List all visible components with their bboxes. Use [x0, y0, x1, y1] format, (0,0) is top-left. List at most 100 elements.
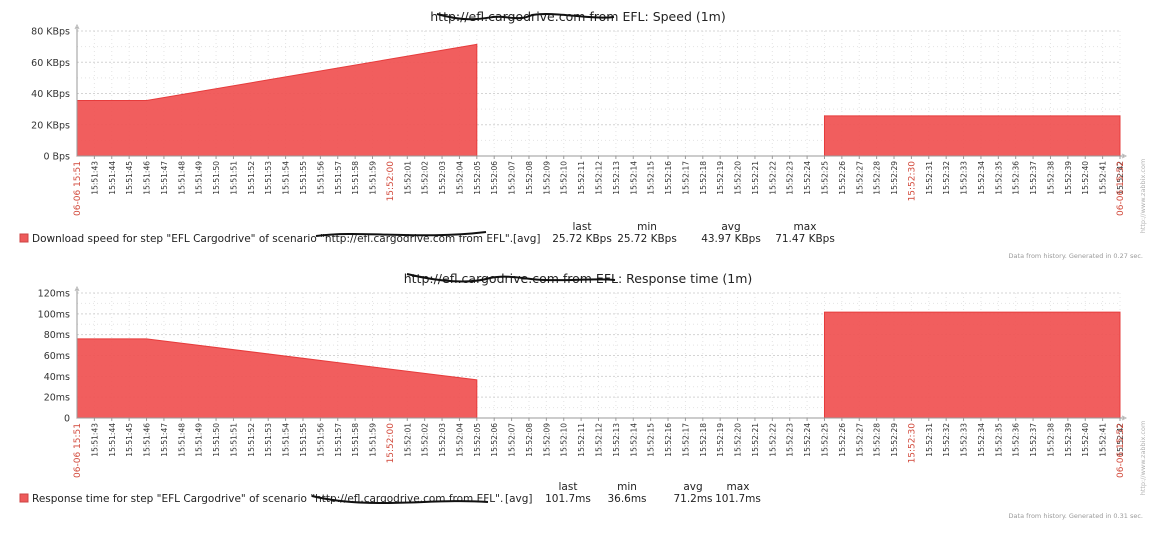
- response-chart-title: http://efl.cargodrive.com from EFL: Resp…: [404, 271, 753, 286]
- speed-footer-note: Data from history. Generated in 0.27 sec…: [1009, 252, 1143, 260]
- speed-x-tick-label: 15:52:04: [455, 161, 464, 195]
- response-x-tick-label: 15:51:56: [316, 423, 325, 457]
- speed-x-tick-label: 15:51:52: [247, 161, 256, 195]
- speed-x-tick-label: 15:52:16: [664, 161, 673, 195]
- response-x-tick-label: 15:52:06: [490, 423, 499, 457]
- speed-legend-value: 25.72 KBps: [552, 233, 612, 245]
- response-x-tick-label: 15:52:42: [1116, 423, 1125, 457]
- response-x-tick-label: 15:52:12: [595, 423, 604, 457]
- response-x-tick-label: 15:52:26: [838, 423, 847, 457]
- speed-x-tick-label: 15:51:59: [369, 161, 378, 195]
- response-x-tick-label: 15:52:08: [525, 423, 534, 457]
- speed-x-tick-label: 15:52:37: [1029, 161, 1038, 195]
- speed-x-tick-label: 15:52:07: [508, 161, 517, 195]
- speed-series-area: [823, 115, 1121, 157]
- response-x-tick-label: 15:52:02: [421, 423, 430, 457]
- speed-x-tick-label: 15:52:23: [786, 161, 795, 195]
- speed-x-tick-label: 15:51:44: [108, 161, 117, 195]
- speed-x-tick-label: 15:52:08: [525, 161, 534, 195]
- response-x-tick-label: 15:52:39: [1064, 423, 1073, 457]
- response-y-tick-label: 40ms: [44, 372, 70, 383]
- speed-legend-header: last: [573, 221, 592, 233]
- response-time-graph-svg: http://efl.cargodrive.com from EFL: Resp…: [19, 271, 1147, 520]
- response-x-tick-label: 15:52:31: [925, 423, 934, 457]
- speed-x-tick-label: 15:52:31: [925, 161, 934, 195]
- response-legend-header: min: [617, 481, 637, 493]
- response-time-graph: http://efl.cargodrive.com from EFL: Resp…: [0, 266, 1168, 536]
- speed-x-tick-label: 15:51:48: [177, 161, 186, 195]
- response-x-tick-label: 15:52:28: [873, 423, 882, 457]
- speed-x-tick-label: 15:52:01: [403, 161, 412, 195]
- speed-x-tick-label: 15:52:15: [647, 161, 656, 195]
- speed-x-tick-label: 15:51:55: [299, 161, 308, 195]
- response-x-tick-label: 15:51:53: [264, 423, 273, 457]
- speed-x-tick-label: 15:52:19: [716, 161, 725, 195]
- speed-x-tick-label: 15:52:21: [751, 161, 760, 195]
- speed-legend-swatch: [19, 233, 29, 243]
- response-legend-value: 101.7ms: [545, 493, 591, 505]
- response-x-tick-label: 15:52:10: [560, 423, 569, 457]
- speed-title-strike: [436, 12, 615, 21]
- speed-legend-header: avg: [721, 221, 740, 233]
- speed-x-tick-label: 15:51:58: [351, 161, 360, 195]
- speed-legend-series-name: Download speed for step "EFL Cargodrive"…: [32, 233, 513, 245]
- speed-legend-value: 43.97 KBps: [701, 233, 761, 245]
- response-legend-header: last: [559, 481, 578, 493]
- response-legend-header: max: [727, 481, 750, 493]
- speed-series-area: [76, 43, 478, 157]
- response-legend-value: 71.2ms: [673, 493, 712, 505]
- response-x-tick-label: 15:51:44: [108, 423, 117, 457]
- response-x-tick-label: 15:52:15: [647, 423, 656, 457]
- speed-x-tick-label: 15:52:28: [873, 161, 882, 195]
- speed-x-tick-label: 15:52:14: [629, 161, 638, 195]
- response-x-tick-label: 15:52:21: [751, 423, 760, 457]
- response-series-area: [823, 311, 1121, 419]
- speed-x-tick-label: 15:52:35: [994, 161, 1003, 195]
- response-x-tick-label: 15:52:36: [1012, 423, 1021, 457]
- speed-legend-strike: [315, 231, 487, 237]
- speed-x-start-label: 06-06 15:51: [73, 161, 83, 216]
- speed-x-tick-label: 15:52:30: [907, 161, 917, 202]
- response-x-tick-label: 15:52:16: [664, 423, 673, 457]
- speed-x-tick-label: 15:52:41: [1099, 161, 1108, 195]
- speed-y-tick-label: 60 KBps: [31, 58, 70, 69]
- speed-y-tick-label: 40 KBps: [31, 89, 70, 100]
- response-y-tick-label: 0: [64, 414, 70, 425]
- speed-x-tick-label: 15:51:47: [160, 161, 169, 195]
- response-x-tick-label: 15:52:37: [1029, 423, 1038, 457]
- response-legend-series-name: Response time for step "EFL Cargodrive" …: [32, 493, 503, 505]
- response-x-tick-label: 15:52:09: [542, 423, 551, 457]
- speed-x-tick-label: 15:52:20: [734, 161, 743, 195]
- speed-x-tick-label: 15:51:45: [125, 161, 134, 195]
- speed-y-tick-label: 0 Bps: [43, 152, 70, 163]
- response-x-tick-label: 15:52:20: [734, 423, 743, 457]
- response-x-tick-label: 15:52:33: [960, 423, 969, 457]
- speed-x-tick-label: 15:52:06: [490, 161, 499, 195]
- speed-x-tick-label: 15:52:29: [890, 161, 899, 195]
- speed-x-end-label: 06-06 15:52: [1116, 161, 1126, 216]
- response-y-tick-label: 80ms: [44, 330, 70, 341]
- response-y-tick-label: 60ms: [44, 351, 70, 362]
- response-x-tick-label: 15:52:24: [803, 423, 812, 457]
- speed-x-tick-label: 15:52:17: [681, 161, 690, 195]
- response-legend-swatch: [19, 493, 29, 503]
- response-x-tick-label: 15:51:54: [282, 423, 291, 457]
- response-x-start-label: 06-06 15:51: [73, 423, 83, 478]
- response-x-tick-label: 15:52:27: [855, 423, 864, 457]
- speed-x-tick-label: 15:52:38: [1046, 161, 1055, 195]
- response-x-tick-label: 15:52:35: [994, 423, 1003, 457]
- response-x-tick-label: 15:51:58: [351, 423, 360, 457]
- response-title-strike: [406, 273, 616, 283]
- response-legend-strike: [311, 495, 489, 504]
- response-x-tick-label: 15:52:41: [1099, 423, 1108, 457]
- response-x-tick-label: 15:52:23: [786, 423, 795, 457]
- response-y-tick-label: 20ms: [44, 393, 70, 404]
- response-x-tick-label: 15:52:40: [1081, 423, 1090, 457]
- response-y-tick-label: 120ms: [38, 289, 70, 300]
- response-series-area: [76, 338, 478, 419]
- speed-x-tick-label: 15:51:50: [212, 161, 221, 195]
- speed-x-tick-label: 15:52:03: [438, 161, 447, 195]
- speed-x-tick-label: 15:52:34: [977, 161, 986, 195]
- response-x-tick-label: 15:52:22: [768, 423, 777, 457]
- speed-legend-value: 71.47 KBps: [775, 233, 835, 245]
